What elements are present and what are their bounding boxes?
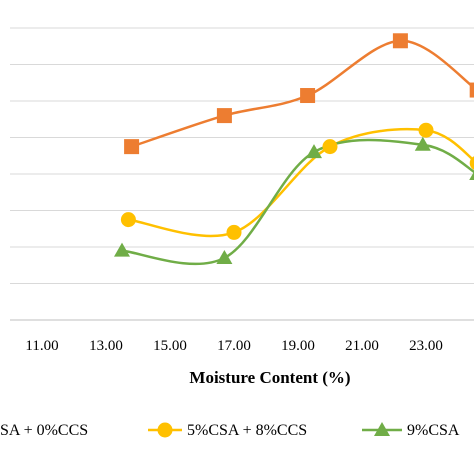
data-point-triangle (306, 144, 322, 159)
x-tick-label: 17.00 (217, 338, 251, 354)
data-point-square (124, 139, 140, 155)
legend-marker (157, 422, 173, 438)
data-point-triangle (414, 136, 431, 151)
series-lines (121, 39, 474, 266)
data-point-triangle (216, 249, 233, 264)
legend-label: 5%CSA + 8%CCS (187, 422, 307, 439)
data-point-circle (322, 139, 338, 155)
x-tick-label: 11.00 (25, 338, 58, 354)
series-markers (114, 33, 474, 264)
x-tick-label: 15.00 (153, 338, 187, 354)
legend-label: SA + 0%CCS (0, 422, 88, 439)
gridlines (10, 27, 474, 321)
x-tick-label: 19.00 (281, 338, 315, 354)
data-point-circle (418, 122, 434, 138)
x-axis-title: Moisture Content (%) (189, 368, 350, 387)
data-point-square (216, 108, 232, 124)
x-tick-labels: 11.00 13.00 15.00 17.00 19.00 21.00 23.00 (25, 338, 442, 354)
data-point-circle (120, 212, 136, 228)
data-point-triangle (114, 242, 130, 257)
data-point-triangle (469, 171, 474, 180)
legend-marker (374, 422, 390, 436)
x-tick-label: 13.00 (89, 338, 123, 354)
data-point-square (300, 88, 316, 104)
legend-label: 9%CSA (407, 422, 460, 439)
series-line-3 (121, 138, 474, 266)
data-point-circle (226, 224, 242, 240)
data-point-square (392, 33, 408, 49)
x-tick-label: 23.00 (409, 338, 443, 354)
legend: SA + 0%CCS 5%CSA + 8%CCS 9%CSA (0, 422, 460, 439)
x-tick-label: 21.00 (345, 338, 379, 354)
data-point-square (469, 82, 474, 98)
data-point-circle (469, 156, 474, 170)
